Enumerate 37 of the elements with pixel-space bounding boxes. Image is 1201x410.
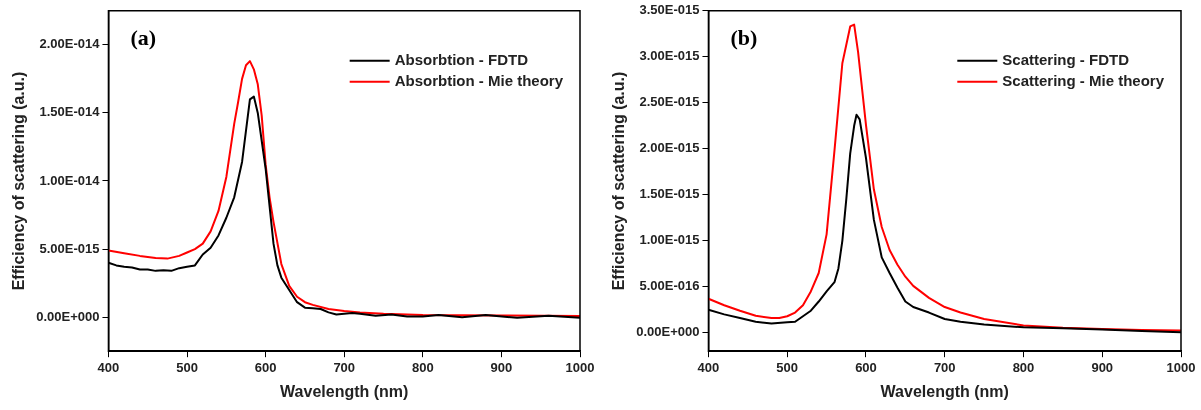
- y-tick-label: 0.00E+000: [636, 324, 700, 340]
- y-axis-title: Efficiency of scattering (a.u.): [610, 71, 628, 291]
- x-axis-title: Wavelength (nm): [880, 382, 1009, 400]
- x-tick-label: 400: [97, 359, 120, 375]
- y-tick-label: 2.00E-014: [39, 36, 101, 52]
- y-tick-label: 1.00E-015: [639, 232, 700, 248]
- x-axis-title: Wavelength (nm): [280, 382, 409, 400]
- y-tick-label: 1.00E-014: [39, 172, 101, 188]
- legend-label: Scattering - Mie theory: [1002, 71, 1165, 89]
- x-tick-label: 600: [855, 359, 877, 375]
- x-tick-label: 700: [333, 359, 356, 375]
- x-tick-label: 800: [411, 359, 434, 375]
- x-tick-label: 900: [1091, 359, 1114, 375]
- y-tick-label: 2.00E-015: [639, 140, 700, 156]
- y-tick-label: 3.00E-015: [639, 48, 700, 64]
- annotation: (b): [730, 25, 758, 51]
- legend-label: Scattering - FDTD: [1002, 50, 1130, 68]
- y-tick-label: 1.50E-014: [39, 104, 101, 120]
- legend-label: Absorbtion - FDTD: [394, 50, 529, 68]
- x-tick-label: 600: [254, 359, 277, 375]
- y-tick-label: 5.00E-015: [39, 240, 100, 256]
- x-tick-label: 1000: [565, 359, 595, 375]
- x-tick-label: 1000: [1166, 359, 1196, 375]
- y-tick-label: 2.50E-015: [639, 94, 700, 110]
- x-tick-label: 800: [1012, 359, 1035, 375]
- x-tick-label: 900: [490, 359, 513, 375]
- y-tick-label: 1.50E-015: [639, 186, 700, 202]
- legend-label: Absorbtion - Mie theory: [394, 71, 564, 89]
- x-tick-label: 700: [933, 359, 956, 375]
- x-tick-label: 500: [176, 359, 198, 375]
- y-axis-title: Efficiency of scattering (a.u.): [10, 71, 28, 291]
- y-tick-label: 0.00E+000: [36, 308, 100, 324]
- x-tick-label: 400: [697, 359, 720, 375]
- y-tick-label: 5.00E-016: [639, 278, 700, 294]
- y-tick-label: 3.50E-015: [639, 2, 700, 18]
- annotation: (a): [130, 25, 157, 51]
- x-tick-label: 500: [776, 359, 799, 375]
